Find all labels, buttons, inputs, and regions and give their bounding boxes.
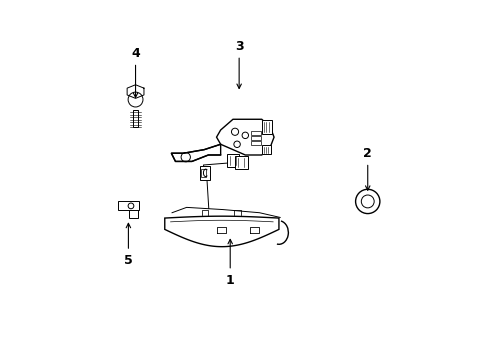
Polygon shape bbox=[216, 119, 273, 155]
Circle shape bbox=[355, 189, 379, 213]
Bar bbox=[200, 166, 210, 180]
Bar bbox=[250, 131, 261, 135]
Bar bbox=[129, 210, 138, 219]
Polygon shape bbox=[164, 216, 278, 247]
Text: 2: 2 bbox=[363, 147, 371, 190]
Bar bbox=[201, 169, 206, 177]
FancyBboxPatch shape bbox=[133, 109, 138, 127]
Bar bbox=[261, 120, 271, 134]
Bar bbox=[250, 141, 261, 145]
Text: 3: 3 bbox=[234, 40, 243, 89]
Bar bbox=[261, 145, 270, 154]
Text: 5: 5 bbox=[124, 223, 133, 267]
Polygon shape bbox=[171, 144, 220, 161]
Text: 4: 4 bbox=[131, 47, 140, 98]
Text: 1: 1 bbox=[225, 239, 234, 287]
Bar bbox=[226, 154, 239, 167]
Bar bbox=[250, 136, 261, 140]
Bar bbox=[118, 202, 139, 210]
Bar bbox=[234, 157, 247, 169]
